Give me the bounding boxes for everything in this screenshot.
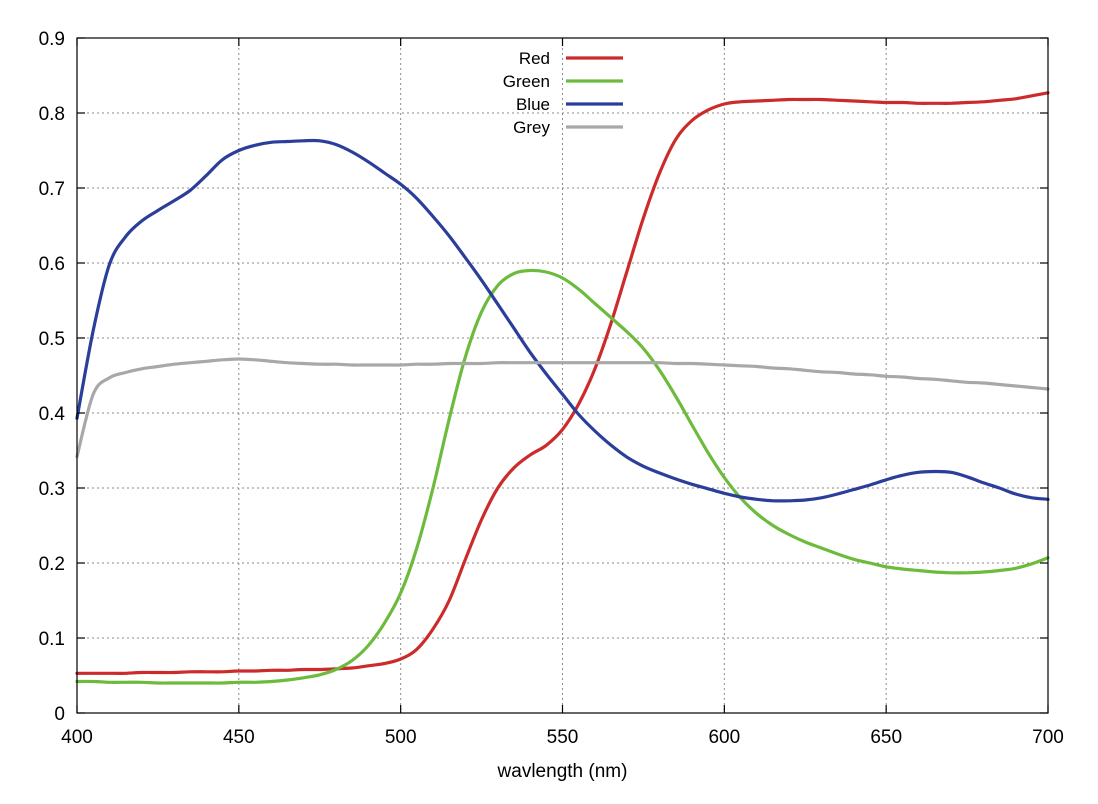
x-tick-label: 400: [61, 727, 93, 748]
x-tick-label: 700: [1032, 727, 1064, 748]
y-tick-label: 0.3: [39, 479, 65, 500]
legend-label-blue: Blue: [516, 95, 550, 114]
series-line-grey: [75, 357, 1050, 459]
legend-label-grey: Grey: [513, 118, 550, 137]
y-tick-label: 0.2: [39, 554, 65, 575]
y-tick-label: 0.6: [39, 254, 65, 275]
y-tick-label: 0.8: [39, 104, 65, 125]
x-tick-label: 600: [708, 727, 740, 748]
y-tick-label: 0.5: [39, 329, 65, 350]
x-tick-label: 650: [870, 727, 902, 748]
y-tick-label: 0.9: [39, 29, 65, 50]
y-tick-label: 0.4: [39, 404, 66, 425]
x-tick-label: 500: [385, 727, 417, 748]
series-line-blue: [75, 138, 1050, 503]
x-tick-label: 550: [547, 727, 579, 748]
series-line-red: [75, 91, 1050, 675]
legend: Red Green Blue Grey: [503, 49, 623, 137]
x-axis-title: wavlength (nm): [497, 761, 628, 782]
x-tick-label: 450: [223, 727, 255, 748]
y-tick-label: 0.1: [39, 629, 65, 650]
legend-label-red: Red: [519, 49, 550, 68]
legend-label-green: Green: [503, 72, 550, 91]
grid-lines: [77, 38, 1048, 713]
series-layer: [75, 91, 1050, 685]
y-tick-label: 0.7: [39, 179, 65, 200]
axis-ticks: 400 450 500 550 600 650 700 0 0.1 0.2 0.3 0.4 0.5 0.6…: [39, 29, 1064, 748]
series-line-green: [75, 268, 1050, 685]
y-tick-label: 0: [54, 704, 65, 725]
